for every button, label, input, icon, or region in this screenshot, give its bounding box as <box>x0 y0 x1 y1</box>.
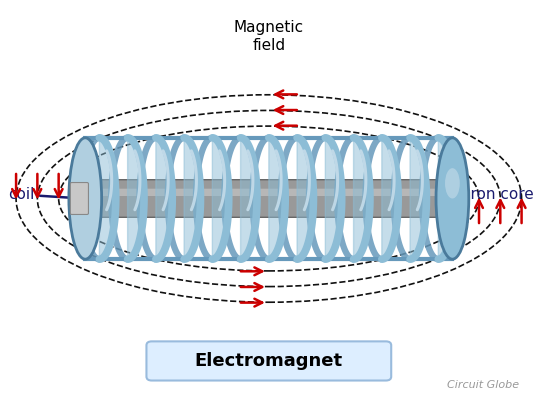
Polygon shape <box>128 138 144 259</box>
FancyBboxPatch shape <box>70 183 89 214</box>
FancyBboxPatch shape <box>146 341 391 380</box>
Polygon shape <box>325 138 342 259</box>
Text: coil: coil <box>8 187 77 202</box>
Text: Circuit Globe: Circuit Globe <box>447 380 519 390</box>
Text: Magnetic
field: Magnetic field <box>234 20 304 53</box>
Polygon shape <box>438 138 455 259</box>
Ellipse shape <box>445 168 460 198</box>
Text: Electromagnet: Electromagnet <box>195 352 343 370</box>
Polygon shape <box>156 138 172 259</box>
Polygon shape <box>100 138 116 259</box>
Polygon shape <box>269 138 285 259</box>
Polygon shape <box>212 138 229 259</box>
Polygon shape <box>410 138 426 259</box>
Polygon shape <box>184 138 201 259</box>
Ellipse shape <box>436 138 469 259</box>
Text: Iron core: Iron core <box>460 187 534 202</box>
Polygon shape <box>382 138 398 259</box>
Polygon shape <box>354 138 370 259</box>
Polygon shape <box>240 138 257 259</box>
Polygon shape <box>297 138 313 259</box>
FancyBboxPatch shape <box>72 180 466 217</box>
Ellipse shape <box>69 138 102 259</box>
FancyBboxPatch shape <box>76 189 461 196</box>
